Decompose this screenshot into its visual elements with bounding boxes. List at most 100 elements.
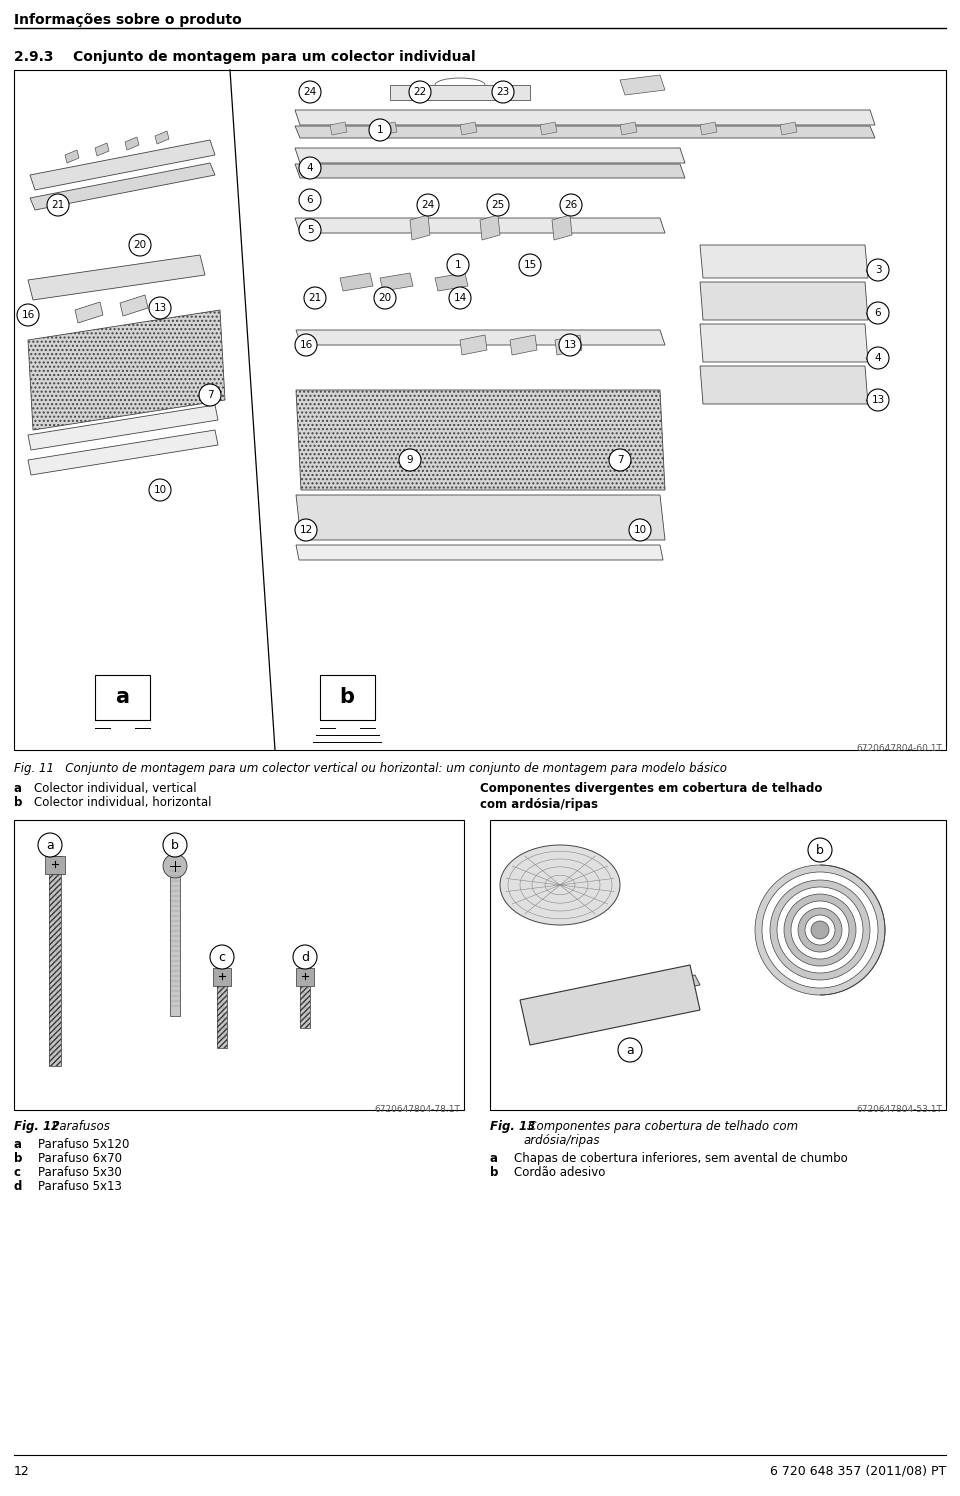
Circle shape <box>811 922 829 939</box>
Circle shape <box>199 384 221 405</box>
Text: 26: 26 <box>564 200 578 209</box>
Text: 15: 15 <box>523 260 537 269</box>
Polygon shape <box>540 123 557 135</box>
Text: 13: 13 <box>154 304 167 313</box>
Circle shape <box>163 854 187 878</box>
Circle shape <box>299 188 321 211</box>
Circle shape <box>149 298 171 319</box>
Circle shape <box>770 880 870 980</box>
Text: 20: 20 <box>378 293 392 304</box>
Text: 25: 25 <box>492 200 505 209</box>
Text: 2.9.3    Conjunto de montagem para um colector individual: 2.9.3 Conjunto de montagem para um colec… <box>14 49 475 64</box>
Text: 10: 10 <box>154 485 167 495</box>
Circle shape <box>867 259 889 281</box>
Text: com ardósia/ripas: com ardósia/ripas <box>480 797 598 811</box>
Circle shape <box>447 254 469 275</box>
Bar <box>170 866 180 1016</box>
Circle shape <box>163 833 187 857</box>
Bar <box>14 70 946 749</box>
Text: 14: 14 <box>453 293 467 304</box>
Circle shape <box>299 157 321 180</box>
Text: Fig. 11   Conjunto de montagem para um colector vertical ou horizontal: um conju: Fig. 11 Conjunto de montagem para um col… <box>14 761 727 775</box>
Circle shape <box>629 519 651 542</box>
Polygon shape <box>340 272 373 292</box>
Polygon shape <box>296 495 665 540</box>
Circle shape <box>304 287 326 310</box>
Polygon shape <box>700 367 868 404</box>
Bar <box>300 968 310 1028</box>
Circle shape <box>867 302 889 325</box>
Polygon shape <box>65 150 79 163</box>
Text: Cordão adesivo: Cordão adesivo <box>499 1165 606 1179</box>
Text: Informações sobre o produto: Informações sobre o produto <box>14 13 242 27</box>
Text: 16: 16 <box>300 340 313 350</box>
Text: 24: 24 <box>421 200 435 209</box>
Text: b: b <box>340 687 354 708</box>
Circle shape <box>492 81 514 103</box>
Text: 20: 20 <box>133 239 147 250</box>
Circle shape <box>149 479 171 501</box>
Polygon shape <box>28 310 225 429</box>
Polygon shape <box>435 272 468 292</box>
Text: c: c <box>14 1165 21 1179</box>
Circle shape <box>808 838 832 862</box>
Circle shape <box>618 1038 642 1062</box>
Text: 13: 13 <box>872 395 884 405</box>
Polygon shape <box>700 325 868 362</box>
Polygon shape <box>120 295 148 316</box>
Circle shape <box>295 519 317 542</box>
Polygon shape <box>28 405 218 450</box>
Bar <box>490 820 946 1110</box>
Circle shape <box>374 287 396 310</box>
Polygon shape <box>28 429 218 476</box>
Bar <box>217 968 227 1049</box>
Text: 6720647804-78.1T: 6720647804-78.1T <box>374 1106 460 1115</box>
Polygon shape <box>295 148 685 163</box>
Circle shape <box>409 81 431 103</box>
Text: Parafusos: Parafusos <box>41 1121 109 1132</box>
Text: b: b <box>14 1152 22 1165</box>
Circle shape <box>399 449 421 471</box>
Polygon shape <box>480 215 500 239</box>
Circle shape <box>559 334 581 356</box>
Circle shape <box>295 334 317 356</box>
Text: 7: 7 <box>616 455 623 465</box>
Text: 1: 1 <box>376 126 383 135</box>
Polygon shape <box>380 272 413 292</box>
Text: 10: 10 <box>634 525 647 536</box>
Text: 21: 21 <box>308 293 322 304</box>
Circle shape <box>293 945 317 969</box>
Polygon shape <box>30 141 215 190</box>
Circle shape <box>867 389 889 411</box>
Polygon shape <box>460 335 487 355</box>
Polygon shape <box>296 331 665 346</box>
Polygon shape <box>510 335 537 355</box>
Bar <box>217 968 227 1049</box>
Polygon shape <box>125 138 139 150</box>
Circle shape <box>777 887 863 972</box>
Text: 1: 1 <box>455 260 462 269</box>
Circle shape <box>805 916 835 945</box>
Polygon shape <box>295 126 875 138</box>
Circle shape <box>38 833 62 857</box>
Text: Parafuso 5x120: Parafuso 5x120 <box>23 1138 130 1150</box>
Text: b: b <box>14 796 22 809</box>
Bar <box>49 856 61 1067</box>
Text: Componentes divergentes em cobertura de telhado: Componentes divergentes em cobertura de … <box>480 782 823 794</box>
Circle shape <box>784 895 856 966</box>
Polygon shape <box>390 85 530 100</box>
Text: 22: 22 <box>414 87 426 97</box>
Text: 16: 16 <box>21 310 35 320</box>
Text: Chapas de cobertura inferiores, sem avental de chumbo: Chapas de cobertura inferiores, sem aven… <box>499 1152 848 1165</box>
Polygon shape <box>30 163 215 209</box>
Circle shape <box>762 872 878 987</box>
Polygon shape <box>95 144 109 156</box>
Polygon shape <box>296 390 665 491</box>
Text: Colector individual, vertical: Colector individual, vertical <box>19 782 197 794</box>
Polygon shape <box>700 123 717 135</box>
Circle shape <box>299 218 321 241</box>
Bar <box>213 968 231 986</box>
Circle shape <box>449 287 471 310</box>
Bar <box>45 856 65 874</box>
Polygon shape <box>700 283 868 320</box>
